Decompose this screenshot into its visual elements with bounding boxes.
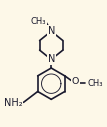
Text: CH₃: CH₃ <box>88 79 103 88</box>
Text: N: N <box>48 54 55 65</box>
Text: CH₃: CH₃ <box>31 17 46 26</box>
Text: N: N <box>48 26 55 36</box>
Text: O: O <box>72 77 79 86</box>
Text: NH₂: NH₂ <box>4 98 22 108</box>
